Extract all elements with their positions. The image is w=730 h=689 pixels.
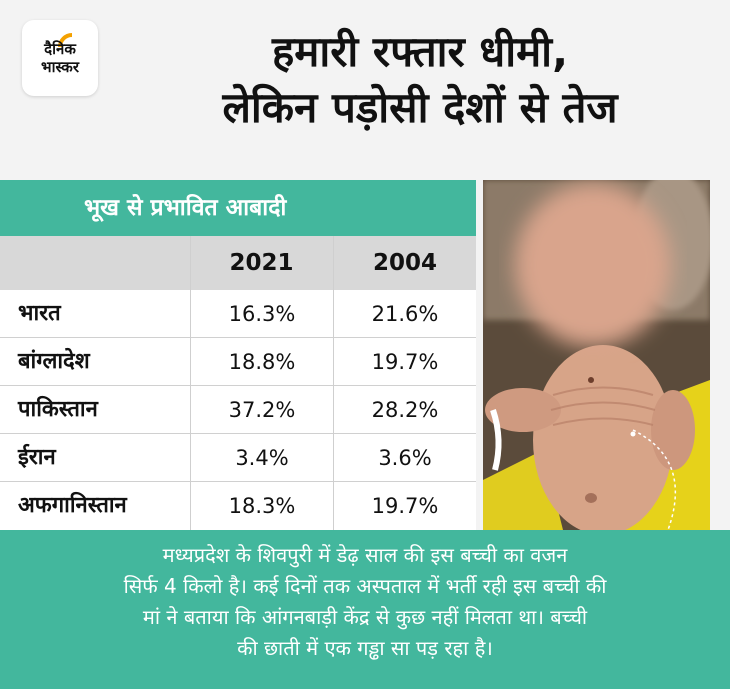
value-2004: 28.2% — [371, 398, 439, 422]
logo-text-line1: दैनिक — [44, 40, 76, 58]
value-2004: 21.6% — [371, 302, 439, 326]
title-line2: लेकिन पड़ोसी देशों से तेज — [222, 83, 618, 132]
country-name: अफगानिस्तान — [18, 493, 127, 518]
value-2021: 3.4% — [235, 446, 289, 470]
country-name: पाकिस्तान — [18, 397, 98, 422]
logo-text-line2: भास्कर — [41, 58, 79, 76]
table-row: ईरान 3.4% 3.6% — [0, 434, 476, 482]
table-row: पाकिस्तान 37.2% 28.2% — [0, 386, 476, 434]
country-name: ईरान — [18, 445, 56, 470]
table-row: अफगानिस्तान 18.3% 19.7% — [0, 482, 476, 530]
value-2004: 19.7% — [371, 494, 439, 518]
page-title: हमारी रफ्तार धीमी, लेकिन पड़ोसी देशों से… — [120, 24, 720, 136]
country-name: बांग्लादेश — [18, 349, 90, 374]
caption-line4: की छाती में एक गड्ढा सा पड़ रहा है। — [237, 636, 493, 660]
caption-line2: सिर्फ 4 किलो है। कई दिनों तक अस्पताल में… — [123, 574, 607, 598]
photo-caption: मध्यप्रदेश के शिवपुरी में डेढ़ साल की इस… — [0, 530, 730, 689]
value-2004: 19.7% — [371, 350, 439, 374]
table-column-header: 2021 2004 — [0, 236, 476, 290]
table-divider — [333, 236, 334, 530]
column-2021: 2021 — [229, 250, 294, 276]
value-2021: 18.8% — [228, 350, 296, 374]
photo-illustration — [483, 180, 710, 530]
dainik-bhaskar-logo: दैनिक भास्कर — [22, 20, 98, 96]
sun-icon — [58, 33, 73, 48]
caption-line3: मां ने बताया कि आंगनबाड़ी केंद्र से कुछ … — [142, 605, 588, 629]
country-name: भारत — [18, 301, 61, 326]
table-row: भारत 16.3% 21.6% — [0, 290, 476, 338]
table-row: बांग्लादेश 18.8% 19.7% — [0, 338, 476, 386]
table-divider — [190, 236, 191, 530]
value-2004: 3.6% — [378, 446, 432, 470]
caption-line1: मध्यप्रदेश के शिवपुरी में डेढ़ साल की इस… — [162, 543, 568, 567]
title-line1: हमारी रफ्तार धीमी, — [271, 27, 569, 76]
value-2021: 18.3% — [228, 494, 296, 518]
table-title: भूख से प्रभावित आबादी — [0, 180, 476, 236]
child-photo — [483, 180, 710, 530]
column-2004: 2004 — [372, 250, 437, 276]
value-2021: 16.3% — [228, 302, 296, 326]
value-2021: 37.2% — [228, 398, 296, 422]
